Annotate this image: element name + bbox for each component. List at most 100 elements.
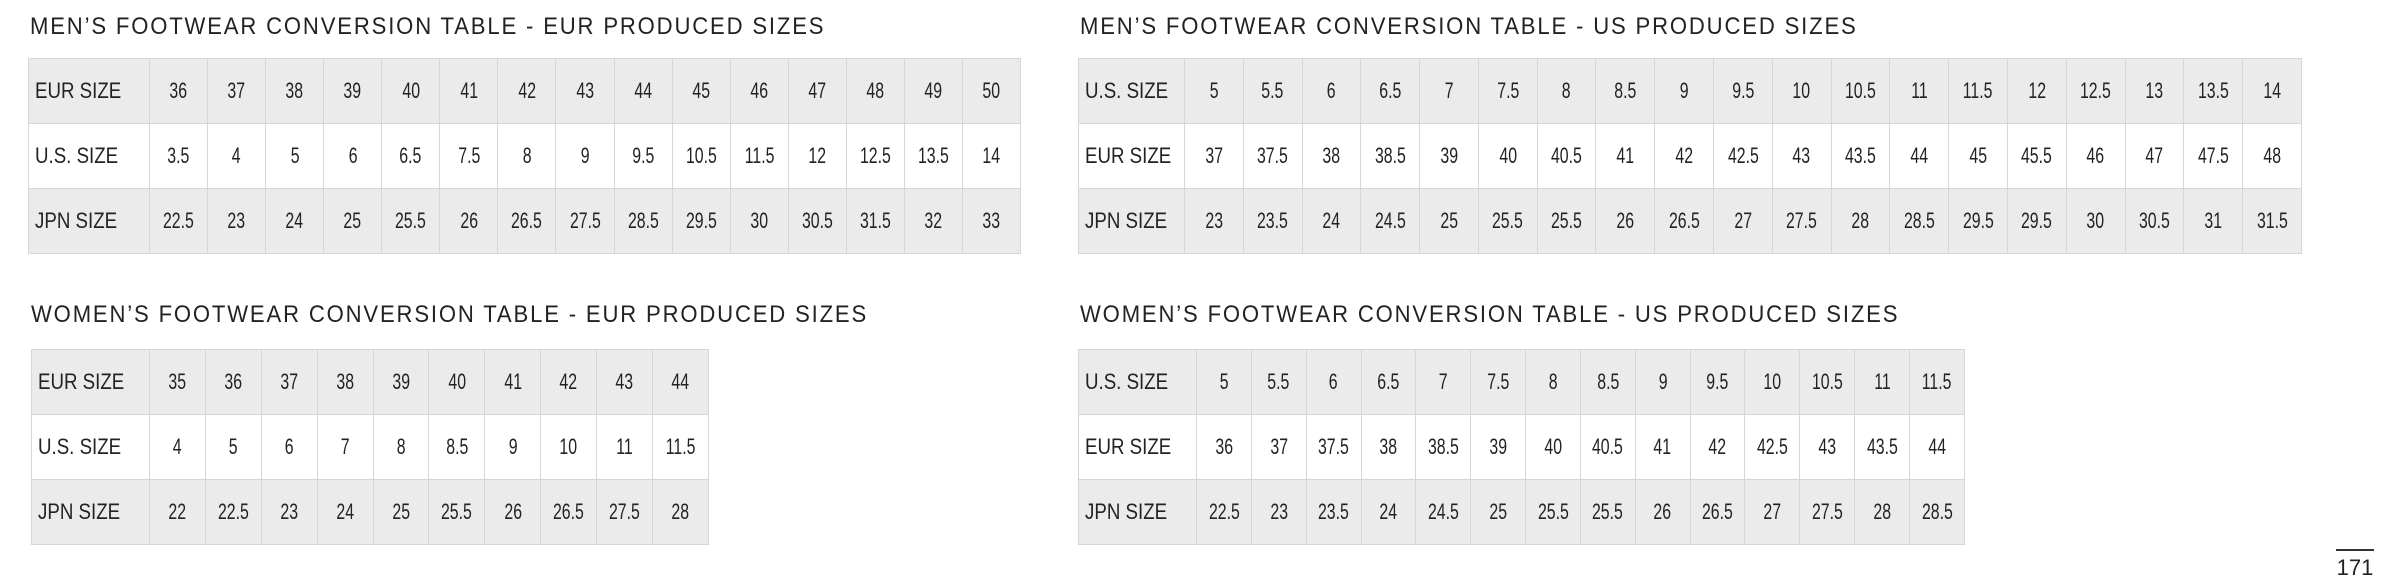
size-value: 27.5 — [569, 208, 601, 233]
size-value: 14 — [2263, 78, 2281, 103]
size-cell: 24.5 — [1360, 188, 1421, 254]
women-us-section: WOMEN’S FOOTWEAR CONVERSION TABLE - US P… — [1080, 300, 1971, 330]
size-cell: 26.5 — [497, 188, 557, 254]
size-value: 28.5 — [1903, 208, 1935, 233]
size-value: 23 — [1269, 499, 1288, 524]
size-value: 26 — [460, 208, 478, 233]
row-label: EUR SIZE — [31, 349, 150, 415]
size-value: 40.5 — [1592, 434, 1624, 459]
size-value: 43 — [615, 369, 634, 394]
size-value: 31 — [2204, 208, 2222, 233]
size-cell: 39 — [1419, 123, 1479, 189]
size-value: 29.5 — [1962, 208, 1994, 233]
size-cell: 6.5 — [1360, 58, 1421, 124]
size-value: 26 — [1616, 208, 1635, 233]
size-value: 30 — [750, 208, 768, 233]
size-cell: 38 — [1360, 414, 1417, 480]
size-value: 36 — [1215, 434, 1233, 459]
size-value: 31.5 — [859, 208, 891, 233]
size-cell: 9.5 — [613, 123, 673, 189]
size-value: 26 — [1653, 499, 1672, 524]
size-cell: 6 — [1301, 58, 1362, 124]
size-value: 25.5 — [395, 208, 427, 233]
size-value: 10.5 — [685, 143, 717, 168]
size-value: 44 — [1910, 143, 1929, 168]
size-cell: 25.5 — [428, 479, 486, 545]
size-cell: 6.5 — [381, 123, 441, 189]
size-cell: 14 — [961, 123, 1022, 189]
size-cell: 23 — [207, 188, 267, 254]
size-value: 25 — [1440, 208, 1458, 233]
size-value: 25.5 — [1551, 208, 1582, 233]
size-value: 37 — [1205, 143, 1223, 168]
size-value: 36 — [224, 369, 243, 394]
size-cell: 30 — [2065, 188, 2126, 254]
size-value: 26.5 — [1702, 499, 1733, 524]
size-cell: 47.5 — [2183, 123, 2244, 189]
size-value: 14 — [982, 143, 1001, 168]
table-row: EUR SIZE 35 36 37 38 39 40 41 42 43 44 — [31, 349, 709, 415]
size-cell: 26.5 — [1654, 188, 1715, 254]
size-value: 8.5 — [1614, 78, 1637, 103]
row-label: JPN SIZE — [1078, 479, 1197, 545]
size-value: 39 — [1440, 143, 1458, 168]
size-value: 45 — [1969, 143, 1987, 168]
size-cell: 22 — [149, 479, 206, 545]
size-value: 35 — [168, 369, 187, 394]
size-value: 7 — [1444, 78, 1454, 103]
size-cell: 43 — [596, 349, 654, 415]
size-cell: 30.5 — [2124, 188, 2185, 254]
size-value: 37 — [227, 78, 246, 103]
size-value: 47 — [808, 78, 827, 103]
size-cell: 27 — [1744, 479, 1801, 545]
size-value: 43 — [1792, 143, 1811, 168]
size-value: 29.5 — [2021, 208, 2053, 233]
men-eur-conversion-table: EUR SIZE 36 37 38 39 40 41 42 43 44 45 46 47 48 49 50 U.… — [28, 58, 1022, 254]
size-value: 8.5 — [445, 434, 468, 459]
size-cell: 33 — [961, 188, 1022, 254]
size-cell: 28.5 — [613, 188, 673, 254]
size-value: 37 — [280, 369, 299, 394]
size-value: 13.5 — [2197, 78, 2229, 103]
size-cell: 11.5 — [1948, 58, 2008, 124]
size-cell: 29.5 — [1948, 188, 2008, 254]
row-label: EUR SIZE — [28, 58, 150, 124]
size-cell: 7 — [1419, 58, 1479, 124]
size-value: 43.5 — [1845, 143, 1876, 168]
size-cell: 8 — [1525, 349, 1581, 415]
size-value: 38 — [1322, 143, 1341, 168]
size-cell: 22.5 — [204, 479, 262, 545]
size-value: 26.5 — [511, 208, 543, 233]
size-value: 28 — [1851, 208, 1870, 233]
size-value: 25 — [392, 499, 410, 524]
size-value: 42 — [1675, 143, 1693, 168]
size-cell: 9 — [1654, 58, 1715, 124]
size-cell: 41 — [439, 58, 499, 124]
men-us-section: MEN’S FOOTWEAR CONVERSION TABLE - US PRO… — [1080, 12, 1925, 42]
size-value: 39 — [1489, 434, 1507, 459]
size-value: 22.5 — [1208, 499, 1240, 524]
size-value: 4 — [232, 143, 242, 168]
size-cell: 40.5 — [1536, 123, 1597, 189]
size-cell: 44 — [652, 349, 709, 415]
size-value: 42 — [1708, 434, 1727, 459]
size-cell: 28 — [1854, 479, 1910, 545]
size-cell: 39 — [1470, 414, 1527, 480]
size-value: 22.5 — [217, 499, 249, 524]
size-cell: 38.5 — [1415, 414, 1472, 480]
size-value: 38.5 — [1427, 434, 1459, 459]
size-cell: 25.5 — [1579, 479, 1636, 545]
size-cell: 8 — [497, 123, 557, 189]
size-value: 11 — [1873, 369, 1891, 394]
size-cell: 42 — [540, 349, 598, 415]
table-row: U.S. SIZE 5 5.5 6 6.5 7 7.5 8 8.5 9 9.5 10 10.5 11 11.… — [1078, 58, 2302, 124]
size-cell: 7.5 — [1477, 58, 1538, 124]
table-row: JPN SIZE 22.5 23 23.5 24 24.5 25 25.5 25.5 26 26.5… — [1078, 479, 1966, 545]
size-value: 11.5 — [1922, 369, 1952, 394]
table-row: JPN SIZE 23 23.5 24 24.5 25 25.5 25.5 26 26.5 27 27… — [1078, 188, 2302, 254]
size-value: 11.5 — [665, 434, 696, 459]
size-value: 24.5 — [1374, 208, 1406, 233]
size-value: 11 — [1911, 78, 1928, 103]
size-value: 40 — [1498, 143, 1517, 168]
size-cell: 31.5 — [845, 188, 905, 254]
